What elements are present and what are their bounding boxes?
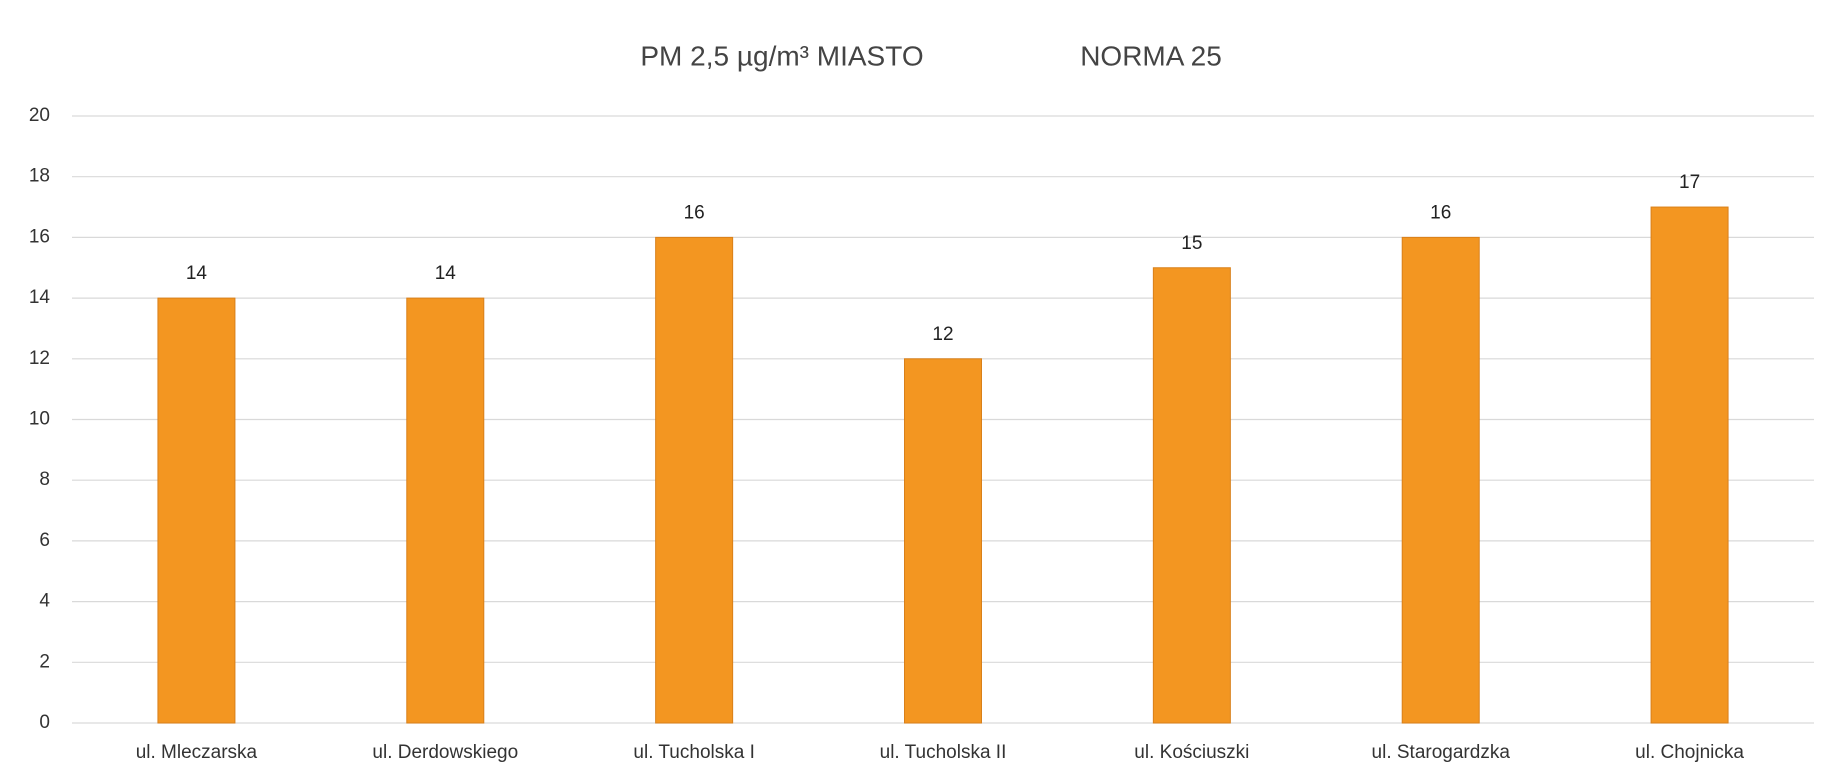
x-tick-label: ul. Derdowskiego <box>372 742 518 763</box>
y-tick-label: 6 <box>39 530 50 551</box>
y-tick-label: 16 <box>29 226 50 247</box>
bar <box>1650 206 1729 724</box>
bar <box>904 358 982 724</box>
bar <box>1152 267 1231 724</box>
annotation: NORMA 25 <box>1080 40 1222 71</box>
y-tick-label: 4 <box>39 591 50 612</box>
y-tick-label: 0 <box>39 712 50 733</box>
x-tick-label: ul. Tucholska II <box>880 742 1007 763</box>
y-tick-label: 18 <box>29 166 50 187</box>
x-tick-label: ul. Tucholska I <box>633 742 754 763</box>
x-tick-label: ul. Starogardzka <box>1372 742 1511 763</box>
data-label: 15 <box>1181 233 1202 254</box>
bar <box>157 297 236 724</box>
y-tick-label: 14 <box>29 287 51 308</box>
x-tick-label: ul. Chojnicka <box>1635 742 1744 763</box>
bar <box>655 236 734 724</box>
y-tick-label: 20 <box>29 105 50 126</box>
bar <box>1401 236 1480 724</box>
data-label: 16 <box>1430 202 1451 223</box>
data-label: 16 <box>684 202 705 223</box>
data-label: 17 <box>1679 172 1700 193</box>
y-tick-label: 12 <box>29 348 50 369</box>
y-tick-label: 2 <box>39 651 50 672</box>
bar <box>406 297 485 724</box>
y-tick-label: 10 <box>29 409 50 430</box>
data-label: 14 <box>186 263 208 284</box>
data-label: 12 <box>932 324 953 345</box>
data-label: 14 <box>435 263 457 284</box>
y-tick-label: 8 <box>39 469 50 490</box>
chart-title: PM 2,5 µg/m³ MIASTO <box>640 40 923 71</box>
x-tick-label: ul. Mleczarska <box>136 742 258 763</box>
x-tick-label: ul. Kościuszki <box>1134 742 1249 763</box>
